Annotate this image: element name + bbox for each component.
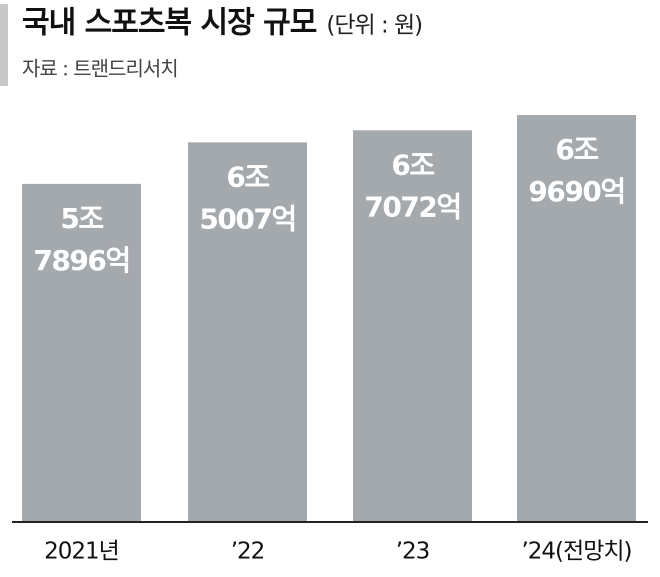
- x-tick-label: ’23: [396, 539, 430, 565]
- value-label: 6조 5007억: [199, 160, 295, 235]
- x-tick-label: ’22: [231, 539, 265, 565]
- bar: [22, 183, 141, 522]
- source: 자료 : 트랜드리서치: [22, 57, 178, 81]
- value-label: 6조 9690억: [528, 133, 624, 208]
- chart-title: 국내 스포츠복 시장 규모: [22, 6, 317, 41]
- bar: [517, 115, 636, 522]
- unit-label: (단위 : 원): [326, 13, 422, 39]
- value-label: 5조 7896억: [33, 202, 129, 277]
- x-tick-label: 2021년: [44, 539, 119, 565]
- bar: [353, 130, 472, 523]
- bar: [188, 142, 307, 522]
- accent-bar: [0, 4, 8, 86]
- x-tick-label: ’24(전망치): [521, 539, 631, 565]
- value-label: 6조 7072억: [364, 148, 460, 223]
